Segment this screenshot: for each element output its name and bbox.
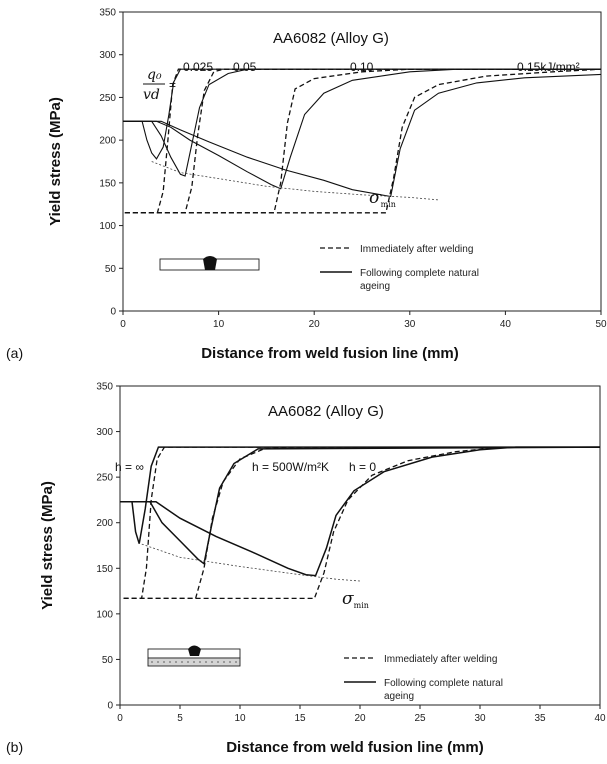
backing-texture-dot	[217, 661, 219, 663]
chart-title: AA6082 (Alloy G)	[273, 30, 389, 47]
x-tick-label: 35	[534, 713, 546, 724]
y-tick-label: 150	[96, 564, 113, 575]
param-numerator: q₀	[147, 67, 162, 83]
backing-texture-dot	[163, 661, 165, 663]
x-tick-label: 20	[354, 713, 366, 724]
x-tick-label: 0	[120, 319, 126, 330]
x-tick-label: 10	[213, 319, 225, 330]
param-equals: =	[169, 78, 176, 92]
backing-texture-dot	[229, 661, 231, 663]
legend-solid-label-1: Following complete natural	[384, 678, 503, 689]
y-tick-label: 350	[99, 8, 116, 19]
chart-panel-a: 0 50 100 150 200 250 300 350 0 10 20 30 40 50 Distance…	[6, 8, 607, 363]
curve-label: 0.025	[183, 60, 213, 74]
y-axis-label: Yield stress (MPa)	[47, 97, 64, 226]
legend-dashed-label: Immediately after welding	[360, 244, 473, 255]
y-tick-label: 150	[99, 178, 116, 189]
x-tick-label: 0	[117, 713, 123, 724]
y-tick-label: 100	[99, 221, 116, 232]
x-tick-label: 50	[595, 319, 607, 330]
series-solid-line	[120, 446, 600, 544]
plot-frame	[122, 11, 602, 312]
backing-texture-dot	[157, 661, 159, 663]
weld-bead-icon	[188, 645, 201, 656]
x-tick-label: 20	[309, 319, 321, 330]
backing-texture-dot	[169, 661, 171, 663]
backing-texture-dot	[187, 661, 189, 663]
weld-bead-icon	[203, 256, 217, 270]
series-solid-line	[123, 73, 602, 198]
backing-texture-dot	[193, 661, 195, 663]
y-tick-label: 250	[99, 93, 116, 104]
series-dotted-line	[137, 542, 361, 582]
legend-solid-label-2: ageing	[384, 691, 414, 702]
series-solid-line	[120, 446, 600, 577]
backing-texture-dot	[205, 661, 207, 663]
y-tick-label: 100	[96, 609, 113, 620]
legend-dashed-label: Immediately after welding	[384, 654, 497, 665]
curve-label: 0.10	[350, 60, 374, 74]
x-tick-label: 30	[474, 713, 486, 724]
x-tick-label: 30	[404, 319, 416, 330]
y-tick-label: 350	[96, 382, 113, 393]
backing-texture-dot	[175, 661, 177, 663]
series-solid-line	[120, 446, 601, 566]
panel-label: (b)	[6, 739, 23, 755]
y-tick-label: 250	[96, 473, 113, 484]
curve-label: 0.15kJ/mm²	[517, 60, 580, 74]
curve-label: 0.05	[233, 60, 257, 74]
series-solid-line	[123, 68, 601, 190]
series-dashed-line	[124, 68, 601, 214]
x-axis-label: Distance from weld fusion line (mm)	[201, 345, 459, 362]
backing-texture-dot	[199, 661, 201, 663]
param-denominator: vd	[143, 87, 160, 103]
y-tick-label: 200	[99, 136, 116, 147]
series-solid-line	[123, 68, 601, 177]
legend-solid-label-2: ageing	[360, 281, 390, 292]
y-tick-label: 50	[102, 655, 114, 666]
backing-texture-dot	[235, 661, 237, 663]
y-tick-label: 50	[105, 264, 117, 275]
y-tick-label: 300	[96, 427, 113, 438]
y-tick-label: 0	[107, 701, 113, 712]
backing-texture-dot	[151, 661, 153, 663]
chart-panel-b: 0 50 100 150 200 250 300 350 0 5 10 15 20 25 30 35 40 Dis…	[6, 382, 606, 757]
y-tick-label: 200	[96, 518, 113, 529]
series-dotted-line	[151, 161, 439, 201]
curve-label: h = 0	[349, 460, 376, 474]
curve-label: h = ∞	[115, 460, 144, 474]
x-axis-label: Distance from weld fusion line (mm)	[226, 739, 484, 756]
backing-texture-dot	[181, 661, 183, 663]
x-tick-label: 10	[234, 713, 246, 724]
x-tick-label: 25	[414, 713, 426, 724]
series-dashed-line	[124, 68, 602, 214]
backing-texture-dot	[211, 661, 213, 663]
x-tick-label: 5	[177, 713, 183, 724]
chart-title: AA6082 (Alloy G)	[268, 403, 384, 420]
y-tick-label: 300	[99, 50, 116, 61]
curve-label: h = 500W/m²K	[252, 460, 329, 474]
series-dashed-line	[124, 68, 601, 214]
y-tick-label: 0	[110, 307, 116, 318]
x-tick-label: 40	[500, 319, 512, 330]
backing-texture-dot	[223, 661, 225, 663]
y-axis-label: Yield stress (MPa)	[39, 481, 56, 610]
x-tick-label: 15	[294, 713, 306, 724]
sigma-min-label: σmin	[342, 589, 369, 610]
legend-solid-label-1: Following complete natural	[360, 268, 479, 279]
x-tick-label: 40	[594, 713, 606, 724]
series-solid-line	[123, 68, 601, 160]
panel-label: (a)	[6, 345, 23, 361]
